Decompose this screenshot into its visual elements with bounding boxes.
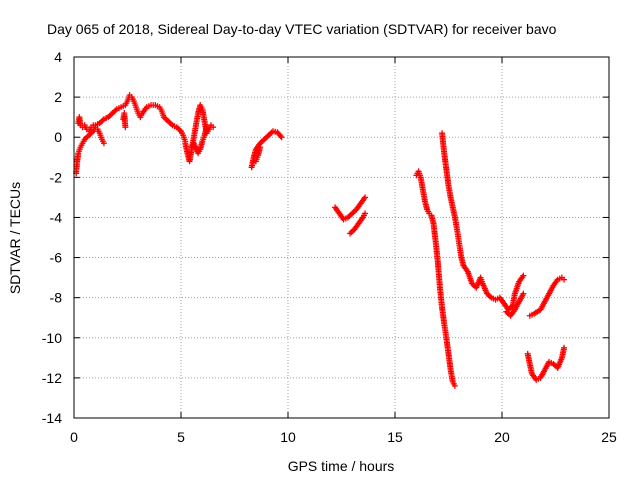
data-point — [520, 290, 527, 297]
y-tick-label: -10 — [42, 330, 62, 346]
y-tick-label: -6 — [50, 250, 63, 266]
x-tick-label: 15 — [387, 429, 403, 445]
data-point — [257, 144, 264, 151]
y-tick-label: -14 — [42, 410, 62, 426]
y-axis-label: SDTVAR / TECUs — [7, 182, 23, 294]
y-tick-label: -4 — [50, 209, 63, 225]
x-tick-label: 20 — [494, 429, 510, 445]
y-tick-label: 2 — [54, 89, 62, 105]
data-point — [278, 134, 285, 141]
data-point — [520, 272, 527, 279]
data-point — [277, 132, 284, 139]
data-points — [73, 92, 568, 389]
data-point — [122, 124, 129, 131]
x-tick-label: 5 — [177, 429, 185, 445]
data-point — [203, 124, 210, 131]
x-tick-label: 0 — [70, 429, 78, 445]
x-tick-label: 25 — [601, 429, 617, 445]
y-tick-label: 0 — [54, 129, 62, 145]
y-tick-label: -12 — [42, 370, 62, 386]
y-tick-label: -8 — [50, 290, 63, 306]
x-tick-label: 10 — [280, 429, 296, 445]
data-point — [451, 382, 458, 389]
plot-frame — [73, 56, 610, 419]
y-tick-label: -2 — [50, 169, 63, 185]
data-point — [210, 124, 217, 131]
data-point — [362, 210, 369, 217]
data-point — [561, 276, 568, 283]
x-axis-label: GPS time / hours — [288, 458, 395, 474]
data-point — [100, 140, 107, 147]
chart-title: Day 065 of 2018, Sidereal Day-to-day VTE… — [47, 21, 557, 37]
y-tick-label: 4 — [54, 49, 62, 65]
data-point — [362, 194, 369, 201]
data-point — [561, 344, 568, 351]
axis-ticks: 0 5 10 15 20 25 -14 -12 -10 -8 -6 -4 -2 0 2 4 — [42, 49, 617, 445]
